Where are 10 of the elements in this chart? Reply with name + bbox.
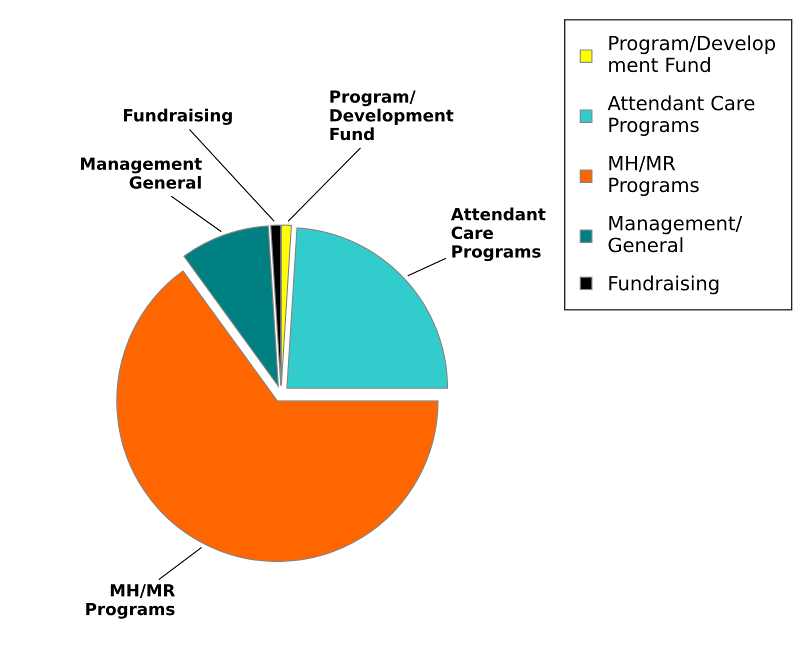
legend-label: Program/Develop ment Fund [609,35,776,72]
text: Program/ Development Fund [330,90,454,140]
legend-label: Attendant Care Programs [608,95,754,136]
legend-label: Fundraising [609,275,718,294]
legend-label: MH/MR Programs [609,156,699,196]
text: Attendant Care Programs [450,208,546,262]
text: MH/MR Programs [86,584,175,619]
text: Management General [81,158,202,189]
legend-label: Management/ General [608,216,742,252]
text: Fundraising [124,108,232,125]
